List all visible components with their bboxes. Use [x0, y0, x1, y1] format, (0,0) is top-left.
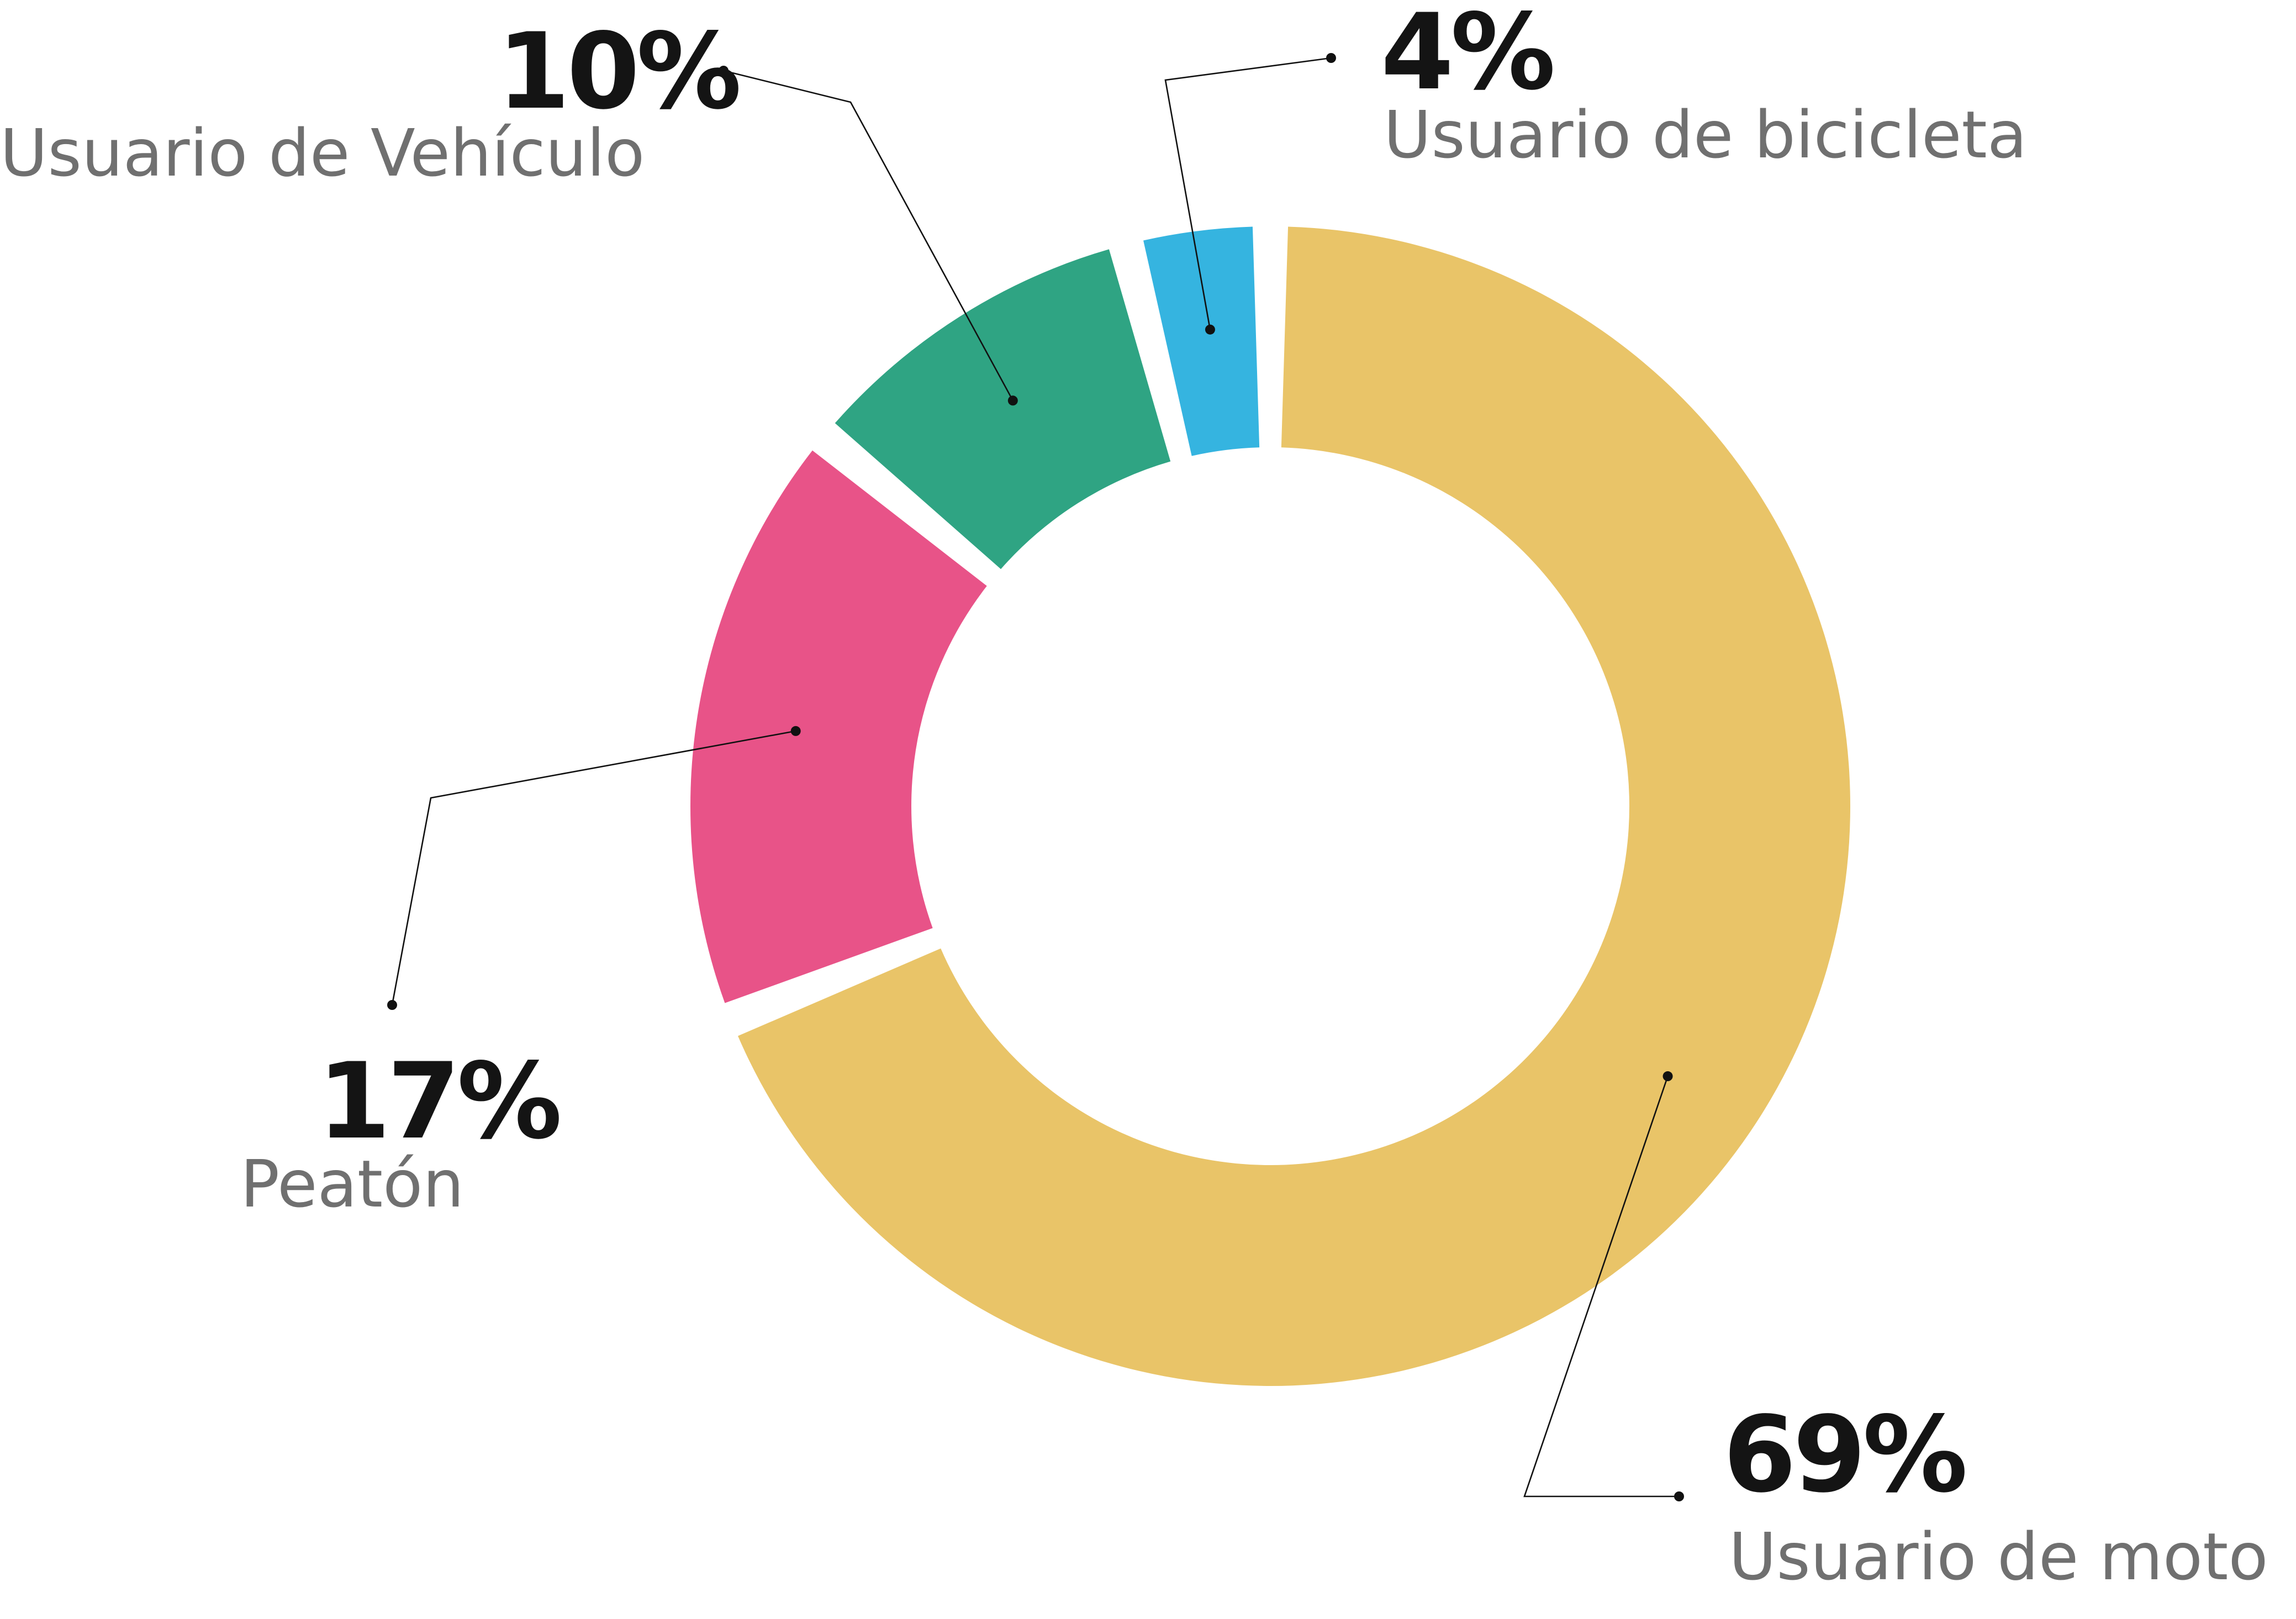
value-label-moto: 69%: [1723, 1394, 1965, 1516]
leader-line-peaton: [391, 730, 796, 1006]
slice-bicicleta: [1143, 226, 1260, 456]
slice-vehiculo: [835, 249, 1171, 569]
leader-dot-vehiculo-start: [1007, 395, 1018, 406]
leader-dot-vehiculo-end: [719, 66, 729, 76]
leader-dot-bicicleta-end: [1326, 53, 1336, 63]
leader-lines: [387, 53, 1684, 1501]
leader-dot-peaton-end: [387, 1000, 397, 1010]
leader-line-vehiculo: [723, 70, 1014, 401]
leader-dot-bicicleta-start: [1205, 324, 1215, 335]
leader-dot-moto-start: [1662, 1071, 1673, 1082]
value-label-peaton: 17%: [318, 1040, 559, 1162]
leader-dot-moto-end: [1674, 1491, 1684, 1501]
category-label-bicicleta: Usuario de bicicleta: [1384, 97, 2027, 173]
leader-dot-peaton-start: [790, 726, 801, 736]
leader-line-moto: [1523, 1076, 1679, 1498]
category-label-peaton: Peatón: [240, 1146, 464, 1222]
category-label-moto: Usuario de moto: [1729, 1519, 2268, 1595]
value-label-vehiculo: 10%: [497, 10, 738, 133]
leader-line-bicicleta: [1164, 57, 1332, 330]
donut-slices: [690, 226, 1850, 1386]
slice-moto: [737, 226, 1850, 1386]
slice-peaton: [690, 450, 987, 1003]
category-label-vehiculo: Usuario de Vehículo: [0, 115, 645, 191]
value-label-bicicleta: 4%: [1381, 0, 1553, 113]
